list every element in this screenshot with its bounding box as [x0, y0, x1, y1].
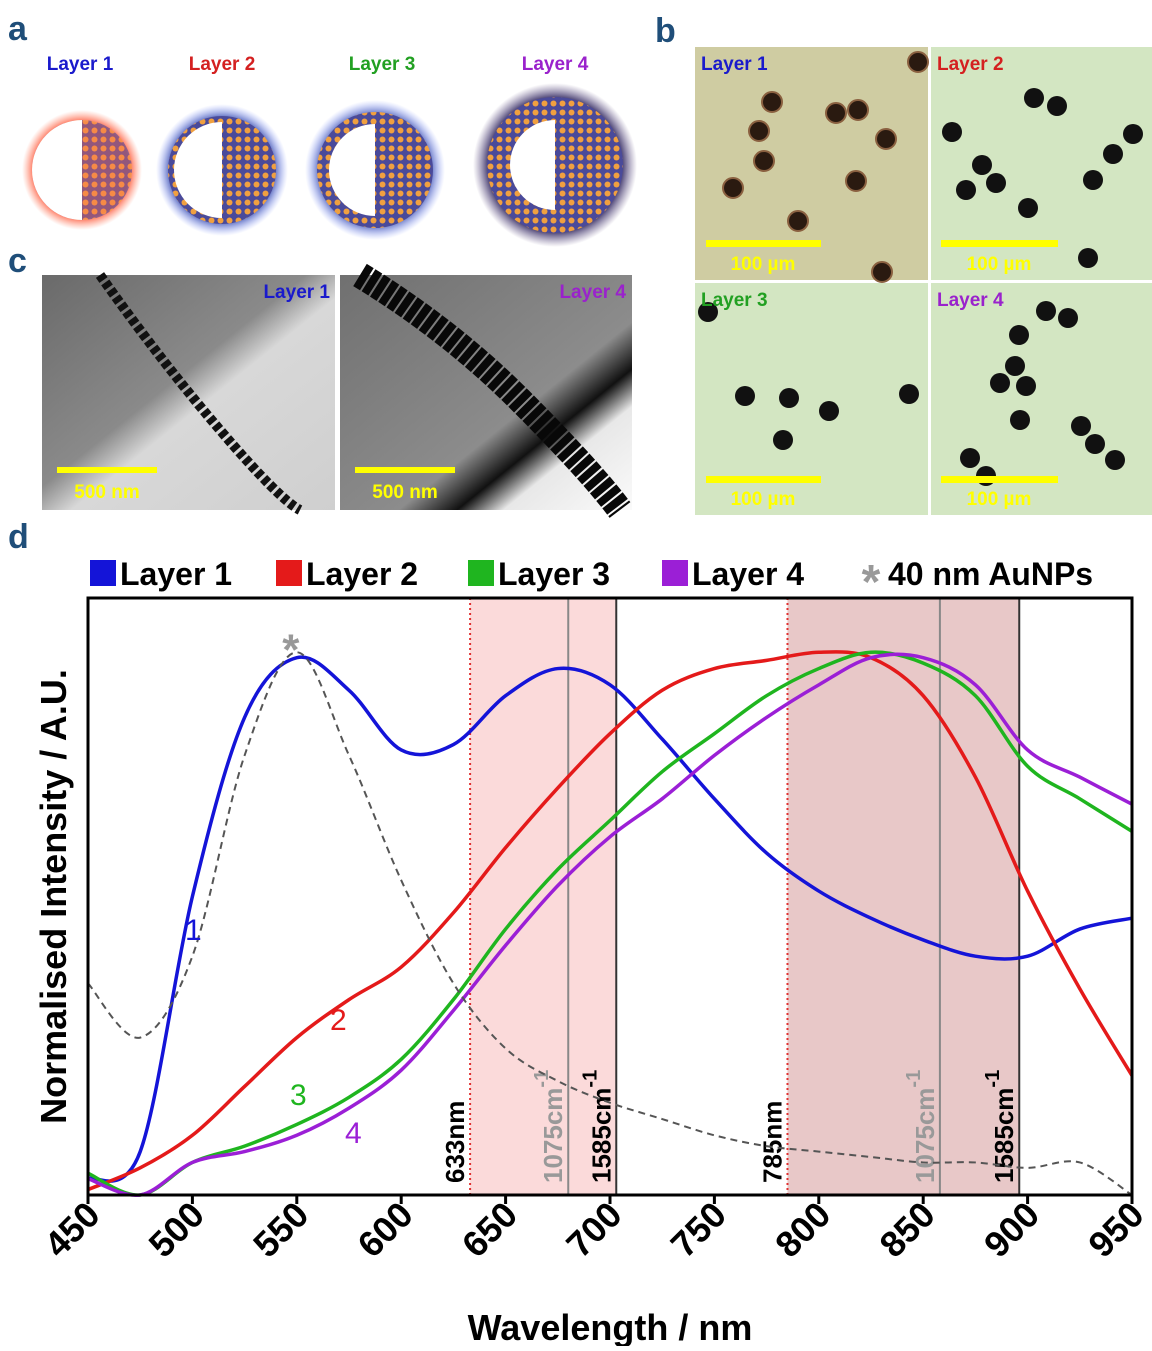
laser-band [787, 598, 1019, 1195]
x-axis-label: Wavelength / nm [468, 1307, 753, 1346]
marker-label: 633nm [440, 1101, 470, 1183]
layer-title: Layer 1 [47, 54, 114, 75]
image-title: Layer 4 [559, 282, 626, 303]
x-tick-label: 450 [36, 1194, 107, 1265]
legend-label: 40 nm AuNPs [888, 556, 1093, 592]
x-tick-label: 950 [1080, 1194, 1151, 1265]
peak-symbol: * [282, 625, 300, 674]
panel-label: c [8, 242, 27, 280]
legend-symbol: * [862, 556, 881, 609]
panel-a: a Layer 1 Layer 2 Layer 3 Layer 4 [8, 10, 637, 247]
panel-c: c Layer 1 Layer 4 500 nm 500 nm [8, 242, 632, 510]
panel-label: b [655, 12, 676, 50]
marker-label-text: 1075cm [910, 1088, 940, 1183]
x-tick-label: 700 [558, 1194, 629, 1265]
scale-label: 100 µm [731, 489, 796, 510]
scale-label: 100 µm [967, 489, 1032, 510]
x-tick-label: 600 [349, 1194, 420, 1265]
legend-swatch [90, 560, 116, 586]
marker-label-text: 785nm [757, 1101, 787, 1183]
image-title: Layer 3 [701, 290, 768, 311]
figure: a Layer 1 Layer 2 Layer 3 Layer 4 b Laye… [0, 0, 1152, 1346]
x-tick-label: 650 [454, 1194, 525, 1265]
legend-label: Layer 1 [120, 556, 232, 592]
curve-label: 3 [290, 1079, 307, 1112]
legend-swatch [662, 560, 688, 586]
layer-title: Layer 2 [189, 54, 256, 75]
panel-b: b Layer 1 Layer 2 Layer 3 Layer 4 100 µm… [655, 12, 1152, 515]
legend-swatch [276, 560, 302, 586]
layer-title: Layer 4 [522, 54, 589, 75]
marker-label-text: 1585cm [989, 1088, 1019, 1183]
scale-label: 500 nm [74, 482, 139, 503]
x-tick-label: 750 [663, 1194, 734, 1265]
x-tick-label: 900 [976, 1194, 1047, 1265]
marker-label-text: 1585cm [586, 1088, 616, 1183]
marker-label: 785nm [757, 1101, 787, 1183]
scale-bar [355, 467, 455, 473]
marker-label-sup: -1 [982, 1070, 1004, 1088]
marker-label-sup: -1 [903, 1070, 925, 1088]
image-title: Layer 4 [937, 290, 1004, 311]
marker-label-text: 633nm [440, 1101, 470, 1183]
page: a Layer 1 Layer 2 Layer 3 Layer 4 b Laye… [0, 0, 1152, 1346]
x-tick-label: 550 [245, 1194, 316, 1265]
bead-illustration [22, 83, 637, 247]
scale-label: 100 µm [967, 254, 1032, 275]
layer-title: Layer 3 [349, 54, 416, 75]
curve-label: 1 [185, 914, 202, 947]
scale-label: 500 nm [372, 482, 437, 503]
y-axis-label: Normalised Intensity / A.U. [33, 669, 74, 1124]
image-title: Layer 1 [701, 54, 768, 75]
scale-label: 100 µm [731, 254, 796, 275]
x-tick-label: 800 [767, 1194, 838, 1265]
image-title: Layer 2 [937, 54, 1004, 75]
legend-label: Layer 2 [306, 556, 418, 592]
marker-label-text: 1075cm [538, 1088, 568, 1183]
curve-label: 4 [345, 1117, 362, 1150]
legend-swatch [468, 560, 494, 586]
x-tick-label: 500 [141, 1194, 212, 1265]
legend-label: Layer 4 [692, 556, 804, 592]
panel-label: d [8, 518, 29, 556]
scale-bar [57, 467, 157, 473]
legend-label: Layer 3 [498, 556, 610, 592]
marker-label-sup: -1 [579, 1070, 601, 1088]
image-title: Layer 1 [263, 282, 330, 303]
x-tick-label: 850 [871, 1194, 942, 1265]
curve-label: 2 [330, 1004, 347, 1037]
panel-label: a [8, 10, 28, 48]
